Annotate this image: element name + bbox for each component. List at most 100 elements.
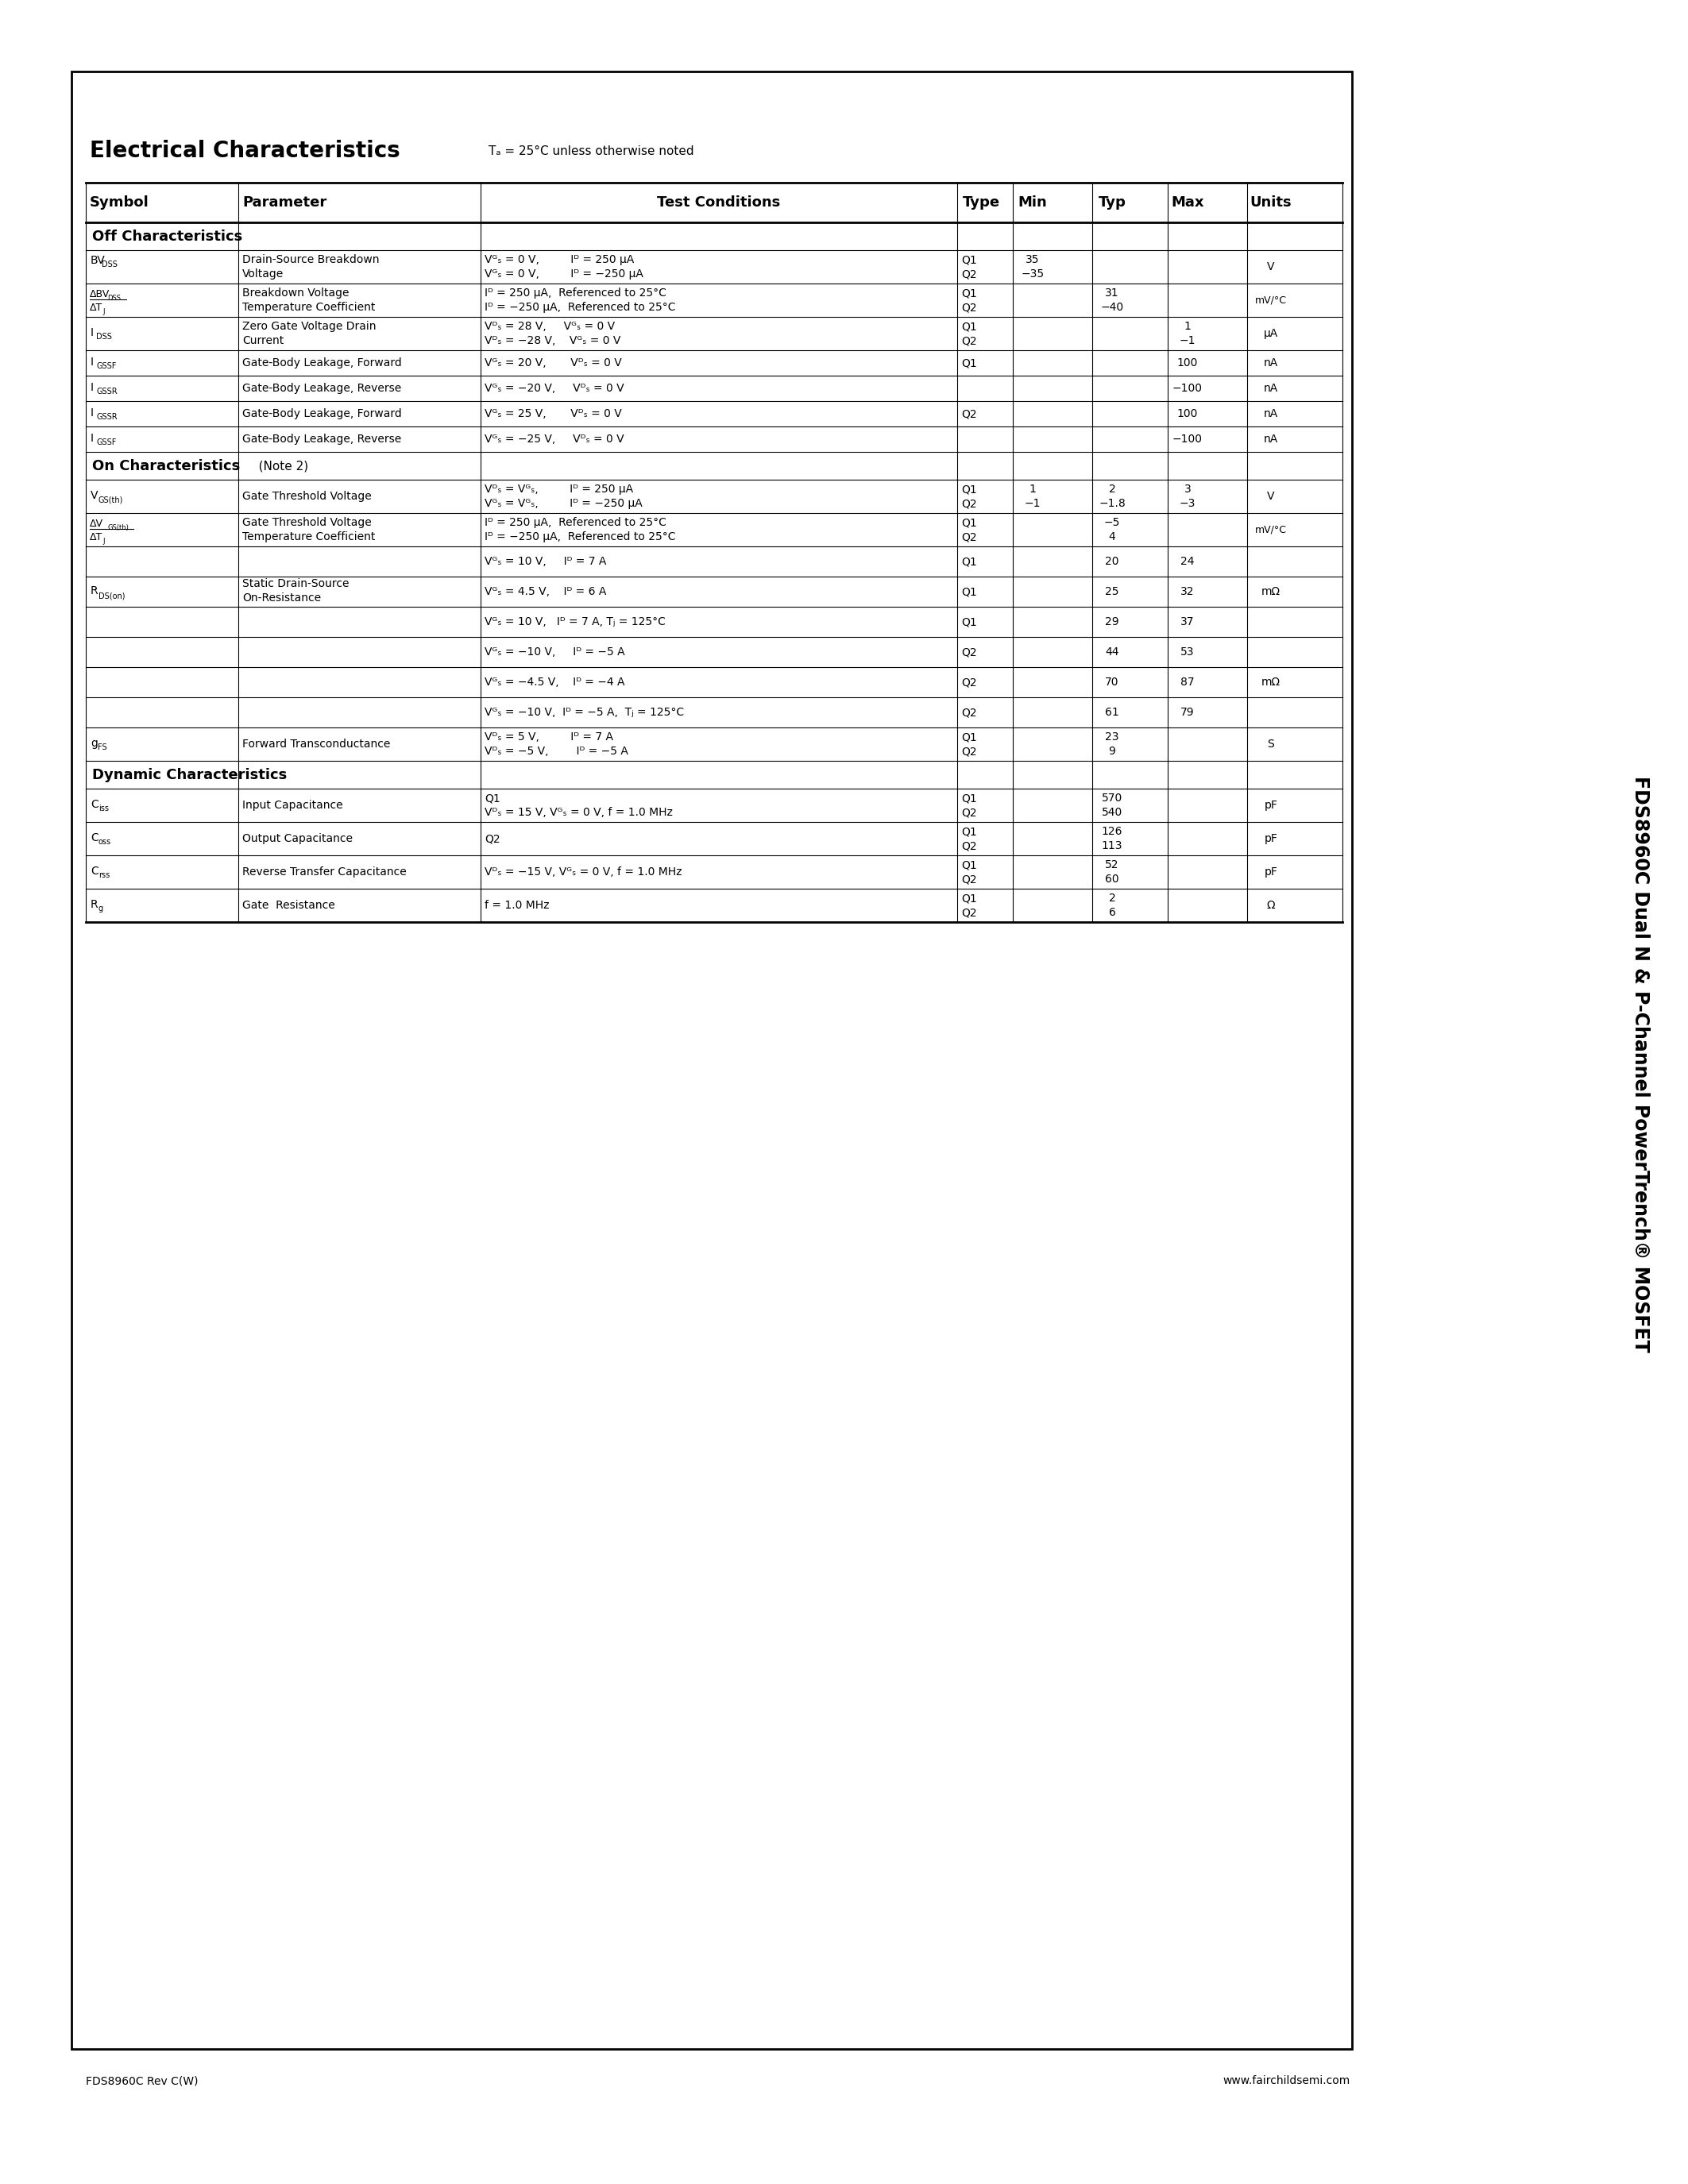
Text: Vᴰₛ = 5 V,         Iᴰ = 7 A: Vᴰₛ = 5 V, Iᴰ = 7 A bbox=[484, 732, 613, 743]
Text: 52: 52 bbox=[1106, 858, 1119, 871]
Text: oss: oss bbox=[98, 839, 111, 845]
Text: Q2: Q2 bbox=[960, 531, 977, 542]
Text: Gate-Body Leakage, Forward: Gate-Body Leakage, Forward bbox=[243, 408, 402, 419]
Text: GSSF: GSSF bbox=[96, 439, 116, 446]
Text: ΔT: ΔT bbox=[89, 531, 103, 542]
Text: 6: 6 bbox=[1109, 906, 1116, 917]
Text: Units: Units bbox=[1251, 194, 1291, 210]
Text: −100: −100 bbox=[1173, 435, 1202, 446]
Text: Input Capacitance: Input Capacitance bbox=[243, 799, 343, 810]
Text: Q2: Q2 bbox=[960, 745, 977, 758]
Text: Iᴰ = 250 μA,  Referenced to 25°C: Iᴰ = 250 μA, Referenced to 25°C bbox=[484, 288, 667, 299]
Text: I: I bbox=[91, 432, 95, 443]
Text: Q1: Q1 bbox=[484, 793, 500, 804]
Text: V: V bbox=[1268, 491, 1274, 502]
Text: 25: 25 bbox=[1106, 585, 1119, 596]
Text: −1: −1 bbox=[1180, 334, 1195, 347]
Text: Test Conditions: Test Conditions bbox=[657, 194, 780, 210]
Text: nA: nA bbox=[1264, 408, 1278, 419]
Text: mV/°C: mV/°C bbox=[1256, 295, 1286, 306]
Text: 87: 87 bbox=[1180, 677, 1195, 688]
Text: −100: −100 bbox=[1173, 382, 1202, 393]
Text: Drain-Source Breakdown: Drain-Source Breakdown bbox=[243, 253, 380, 264]
Text: Vᴳₛ = 4.5 V,    Iᴰ = 6 A: Vᴳₛ = 4.5 V, Iᴰ = 6 A bbox=[484, 585, 606, 596]
Text: −35: −35 bbox=[1021, 269, 1045, 280]
Text: GS(th): GS(th) bbox=[98, 496, 123, 505]
Text: −3: −3 bbox=[1180, 498, 1195, 509]
Text: DSS: DSS bbox=[96, 332, 111, 341]
Text: g: g bbox=[91, 738, 98, 749]
Text: Q1: Q1 bbox=[960, 858, 977, 871]
Text: Temperature Coefficient: Temperature Coefficient bbox=[243, 301, 375, 312]
Text: 35: 35 bbox=[1026, 253, 1040, 264]
Text: ΔBV: ΔBV bbox=[89, 288, 110, 299]
Text: Q1: Q1 bbox=[960, 358, 977, 369]
Text: Q2: Q2 bbox=[960, 301, 977, 312]
Text: 32: 32 bbox=[1180, 585, 1195, 596]
Text: 1: 1 bbox=[1183, 321, 1192, 332]
Text: Q2: Q2 bbox=[960, 269, 977, 280]
Text: Q2: Q2 bbox=[960, 806, 977, 819]
Text: Iᴰ = −250 μA,  Referenced to 25°C: Iᴰ = −250 μA, Referenced to 25°C bbox=[484, 531, 675, 542]
Text: 79: 79 bbox=[1180, 708, 1195, 719]
Text: Q2: Q2 bbox=[960, 334, 977, 347]
Text: Q1: Q1 bbox=[960, 483, 977, 496]
Text: S: S bbox=[1268, 738, 1274, 749]
Text: Parameter: Parameter bbox=[243, 194, 327, 210]
Bar bbox=[71, 72, 1352, 2049]
Text: Q2: Q2 bbox=[484, 832, 500, 845]
Text: mΩ: mΩ bbox=[1261, 677, 1281, 688]
Text: 100: 100 bbox=[1177, 408, 1198, 419]
Text: Q2: Q2 bbox=[960, 841, 977, 852]
Text: Vᴰₛ = 15 V, Vᴳₛ = 0 V, f = 1.0 MHz: Vᴰₛ = 15 V, Vᴳₛ = 0 V, f = 1.0 MHz bbox=[484, 806, 674, 819]
Text: Vᴳₛ = −10 V,  Iᴰ = −5 A,  Tⱼ = 125°C: Vᴳₛ = −10 V, Iᴰ = −5 A, Tⱼ = 125°C bbox=[484, 708, 684, 719]
Text: Vᴳₛ = −25 V,     Vᴰₛ = 0 V: Vᴳₛ = −25 V, Vᴰₛ = 0 V bbox=[484, 435, 625, 446]
Text: pF: pF bbox=[1264, 832, 1278, 845]
Text: Q1: Q1 bbox=[960, 518, 977, 529]
Text: pF: pF bbox=[1264, 867, 1278, 878]
Text: Vᴰₛ = −15 V, Vᴳₛ = 0 V, f = 1.0 MHz: Vᴰₛ = −15 V, Vᴳₛ = 0 V, f = 1.0 MHz bbox=[484, 867, 682, 878]
Text: Gate-Body Leakage, Reverse: Gate-Body Leakage, Reverse bbox=[243, 382, 402, 393]
Text: Ω: Ω bbox=[1266, 900, 1274, 911]
Text: Vᴳₛ = 20 V,       Vᴰₛ = 0 V: Vᴳₛ = 20 V, Vᴰₛ = 0 V bbox=[484, 358, 621, 369]
Text: Q1: Q1 bbox=[960, 616, 977, 627]
Text: 3: 3 bbox=[1183, 483, 1192, 496]
Text: 31: 31 bbox=[1106, 288, 1119, 299]
Text: iss: iss bbox=[98, 804, 108, 812]
Text: Gate  Resistance: Gate Resistance bbox=[243, 900, 334, 911]
Text: Gate Threshold Voltage: Gate Threshold Voltage bbox=[243, 518, 371, 529]
Text: J: J bbox=[103, 308, 105, 314]
Text: Iᴰ = −250 μA,  Referenced to 25°C: Iᴰ = −250 μA, Referenced to 25°C bbox=[484, 301, 675, 312]
Text: Breakdown Voltage: Breakdown Voltage bbox=[243, 288, 349, 299]
Text: Q2: Q2 bbox=[960, 906, 977, 917]
Text: Gate-Body Leakage, Reverse: Gate-Body Leakage, Reverse bbox=[243, 435, 402, 446]
Text: Type: Type bbox=[962, 194, 999, 210]
Text: Dynamic Characteristics: Dynamic Characteristics bbox=[93, 767, 287, 782]
Text: 53: 53 bbox=[1180, 646, 1195, 657]
Text: Gate Threshold Voltage: Gate Threshold Voltage bbox=[243, 491, 371, 502]
Text: Q2: Q2 bbox=[960, 408, 977, 419]
Text: 570: 570 bbox=[1102, 793, 1123, 804]
Text: −40: −40 bbox=[1101, 301, 1124, 312]
Text: Q1: Q1 bbox=[960, 732, 977, 743]
Text: ΔV: ΔV bbox=[89, 518, 103, 529]
Text: DS(on): DS(on) bbox=[98, 592, 125, 601]
Text: I: I bbox=[91, 328, 95, 339]
Text: I: I bbox=[91, 356, 95, 367]
Text: mV/°C: mV/°C bbox=[1256, 524, 1286, 535]
Text: GSSR: GSSR bbox=[96, 413, 116, 422]
Text: 100: 100 bbox=[1177, 358, 1198, 369]
Text: Q2: Q2 bbox=[960, 874, 977, 885]
Text: 60: 60 bbox=[1106, 874, 1119, 885]
Text: Vᴳₛ = Vᴳₛ,         Iᴰ = −250 μA: Vᴳₛ = Vᴳₛ, Iᴰ = −250 μA bbox=[484, 498, 643, 509]
Text: V: V bbox=[91, 489, 98, 500]
Text: J: J bbox=[103, 537, 105, 544]
Text: 1: 1 bbox=[1030, 483, 1036, 496]
Text: Q1: Q1 bbox=[960, 826, 977, 836]
Text: 37: 37 bbox=[1180, 616, 1195, 627]
Text: g: g bbox=[98, 904, 103, 913]
Text: pF: pF bbox=[1264, 799, 1278, 810]
Text: Q2: Q2 bbox=[960, 498, 977, 509]
Text: Zero Gate Voltage Drain: Zero Gate Voltage Drain bbox=[243, 321, 376, 332]
Text: Output Capacitance: Output Capacitance bbox=[243, 832, 353, 845]
